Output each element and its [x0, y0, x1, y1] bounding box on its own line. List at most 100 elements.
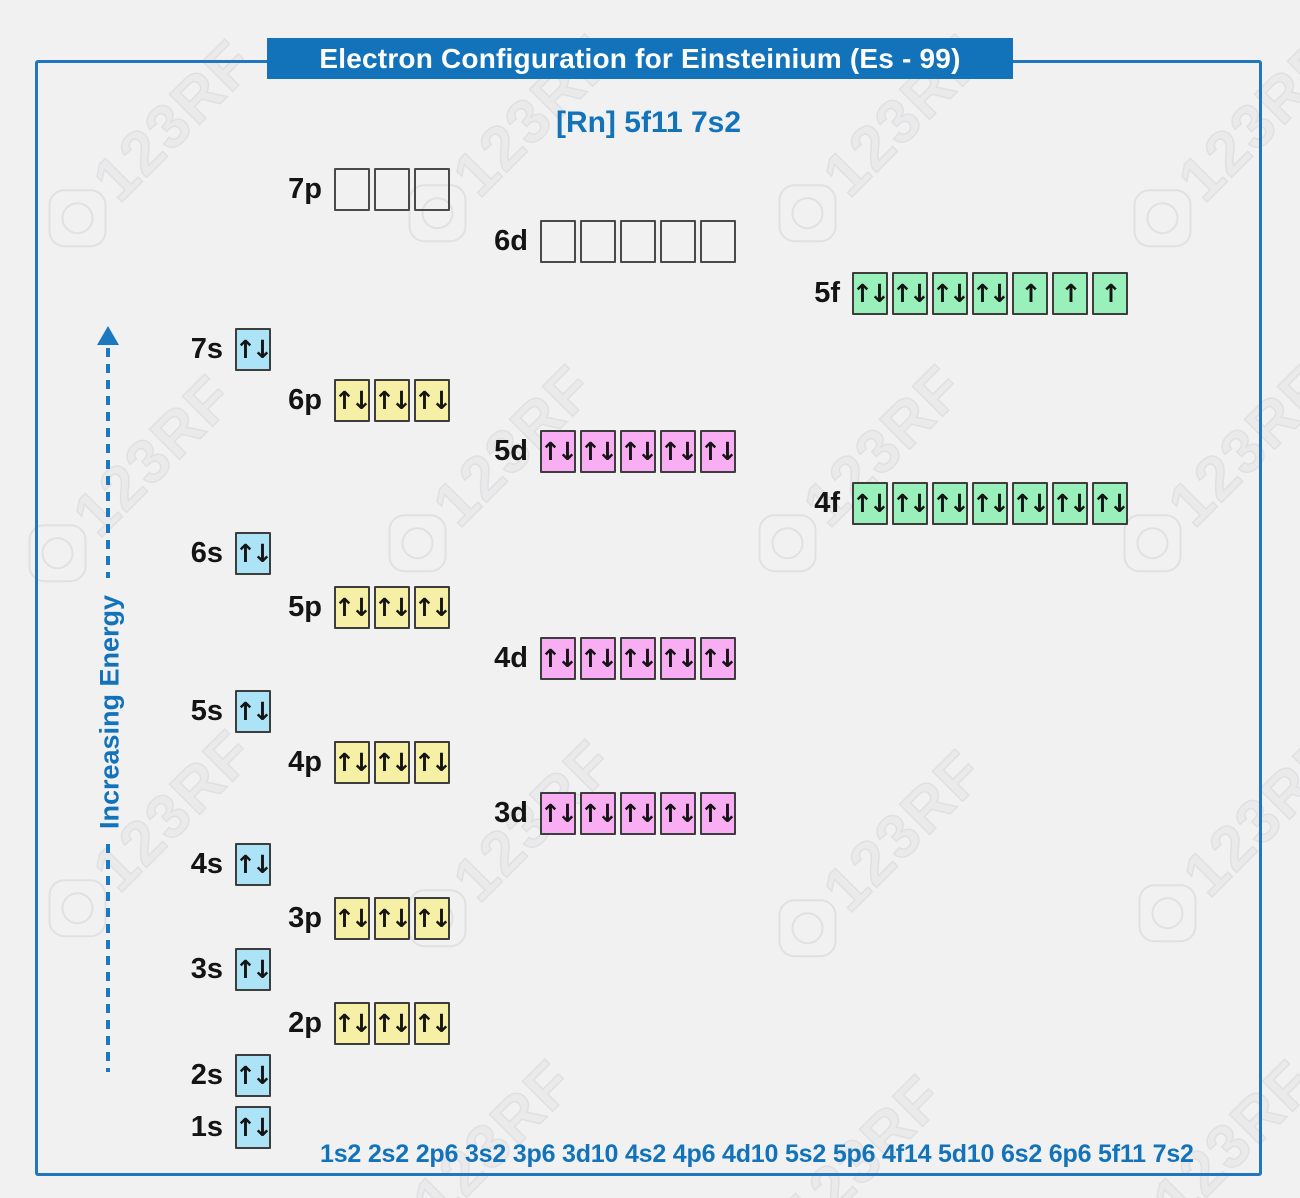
orbital-label-4s: 4s	[190, 848, 223, 880]
4f-orbital-box: ↑↓	[1012, 482, 1050, 525]
paired-electron-arrows-icon: ↑↓	[700, 644, 738, 673]
full-configuration-text: 1s2 2s2 2p6 3s2 3p6 3d10 4s2 4p6 4d10 5s…	[320, 1140, 1194, 1168]
5d-orbital-box: ↑↓	[700, 430, 738, 473]
orbital-label-3p: 3p	[288, 902, 322, 934]
orbital-row-2s: 2s ↑↓	[0, 1054, 1300, 1097]
orbital-row-5d: 5d ↑↓ ↑↓ ↑↓ ↑↓ ↑↓	[0, 430, 1300, 473]
paired-electron-arrows-icon: ↑↓	[620, 644, 658, 673]
7s-orbital-box: ↑↓	[235, 328, 273, 371]
paired-electron-arrows-icon: ↑↓	[660, 799, 698, 828]
paired-electron-arrows-icon: ↑↓	[414, 386, 452, 415]
paired-electron-arrows-icon: ↑↓	[892, 279, 930, 308]
7p-orbital-box-empty	[374, 168, 410, 211]
paired-electron-arrows-icon: ↑↓	[700, 799, 738, 828]
3p-orbital-box: ↑↓	[374, 897, 412, 940]
orbital-label-3d: 3d	[494, 797, 528, 829]
paired-electron-arrows-icon: ↑↓	[932, 489, 970, 518]
4p-orbital-box: ↑↓	[374, 741, 412, 784]
paired-electron-arrows-icon: ↑↓	[620, 437, 658, 466]
orbital-row-1s: 1s ↑↓	[0, 1106, 1300, 1149]
orbital-row-5p: 5p ↑↓ ↑↓ ↑↓	[0, 586, 1300, 629]
orbital-row-5f: 5f ↑↓ ↑↓ ↑↓ ↑↓ ↑ ↑ ↑	[0, 272, 1300, 315]
2s-orbital-box: ↑↓	[235, 1054, 273, 1097]
paired-electron-arrows-icon: ↑↓	[972, 489, 1010, 518]
orbital-row-6s: 6s ↑↓	[0, 532, 1300, 575]
paired-electron-arrows-icon: ↑↓	[235, 539, 273, 568]
paired-electron-arrows-icon: ↑↓	[374, 1009, 412, 1038]
orbital-label-3s: 3s	[190, 953, 223, 985]
orbital-label-4f: 4f	[814, 487, 840, 519]
4d-orbital-box: ↑↓	[620, 637, 658, 680]
5d-orbital-box: ↑↓	[580, 430, 618, 473]
orbital-row-4p: 4p ↑↓ ↑↓ ↑↓	[0, 741, 1300, 784]
3p-orbital-box: ↑↓	[334, 897, 372, 940]
orbital-row-3p: 3p ↑↓ ↑↓ ↑↓	[0, 897, 1300, 940]
3d-orbital-box: ↑↓	[660, 792, 698, 835]
6p-boxes: ↑↓ ↑↓ ↑↓	[334, 379, 452, 422]
orbital-label-7s: 7s	[190, 333, 223, 365]
5f-orbital-box: ↑↓	[932, 272, 970, 315]
4d-orbital-box: ↑↓	[580, 637, 618, 680]
orbital-row-3d: 3d ↑↓ ↑↓ ↑↓ ↑↓ ↑↓	[0, 792, 1300, 835]
3s-orbital-box: ↑↓	[235, 948, 273, 991]
orbital-row-7p: 7p	[0, 168, 1300, 211]
orbital-row-4s: 4s ↑↓	[0, 843, 1300, 886]
orbital-label-6s: 6s	[190, 537, 223, 569]
paired-electron-arrows-icon: ↑↓	[334, 904, 372, 933]
3d-orbital-box: ↑↓	[580, 792, 618, 835]
paired-electron-arrows-icon: ↑↓	[580, 799, 618, 828]
3p-orbital-box: ↑↓	[414, 897, 452, 940]
5f-orbital-box: ↑↓	[852, 272, 890, 315]
paired-electron-arrows-icon: ↑↓	[334, 1009, 372, 1038]
5f-orbital-box: ↑	[1012, 272, 1048, 315]
3d-boxes: ↑↓ ↑↓ ↑↓ ↑↓ ↑↓	[540, 792, 738, 835]
5p-orbital-box: ↑↓	[374, 586, 412, 629]
paired-electron-arrows-icon: ↑↓	[235, 955, 273, 984]
orbital-label-5d: 5d	[494, 435, 528, 467]
orbital-row-3s: 3s ↑↓	[0, 948, 1300, 991]
orbital-row-6p: 6p ↑↓ ↑↓ ↑↓	[0, 379, 1300, 422]
4f-orbital-box: ↑↓	[932, 482, 970, 525]
orbital-label-2p: 2p	[288, 1007, 322, 1039]
1s-orbital-box: ↑↓	[235, 1106, 273, 1149]
paired-electron-arrows-icon: ↑↓	[660, 437, 698, 466]
6d-orbital-box-empty	[580, 220, 616, 263]
orbital-row-4d: 4d ↑↓ ↑↓ ↑↓ ↑↓ ↑↓	[0, 637, 1300, 680]
paired-electron-arrows-icon: ↑↓	[414, 904, 452, 933]
7p-orbital-box-empty	[414, 168, 450, 211]
energy-axis-dashed-line-lower	[106, 844, 110, 1072]
5d-orbital-box: ↑↓	[540, 430, 578, 473]
paired-electron-arrows-icon: ↑↓	[334, 748, 372, 777]
5f-orbital-box: ↑↓	[892, 272, 930, 315]
paired-electron-arrows-icon: ↑↓	[540, 644, 578, 673]
6p-orbital-box: ↑↓	[334, 379, 372, 422]
paired-electron-arrows-icon: ↑↓	[700, 437, 738, 466]
single-electron-arrow-icon: ↑	[1100, 279, 1122, 308]
4d-orbital-box: ↑↓	[540, 637, 578, 680]
5f-orbital-box: ↑↓	[972, 272, 1010, 315]
paired-electron-arrows-icon: ↑↓	[235, 850, 273, 879]
6p-orbital-box: ↑↓	[414, 379, 452, 422]
orbital-row-4f: 4f ↑↓ ↑↓ ↑↓ ↑↓ ↑↓ ↑↓ ↑↓	[0, 482, 1300, 525]
4f-orbital-box: ↑↓	[1052, 482, 1090, 525]
2p-boxes: ↑↓ ↑↓ ↑↓	[334, 1002, 452, 1045]
5s-boxes: ↑↓	[235, 690, 273, 733]
paired-electron-arrows-icon: ↑↓	[374, 904, 412, 933]
4s-orbital-box: ↑↓	[235, 843, 273, 886]
6d-orbital-box-empty	[540, 220, 576, 263]
paired-electron-arrows-icon: ↑↓	[374, 386, 412, 415]
orbital-label-4d: 4d	[494, 642, 528, 674]
5p-boxes: ↑↓ ↑↓ ↑↓	[334, 586, 452, 629]
6p-orbital-box: ↑↓	[374, 379, 412, 422]
6d-orbital-box-empty	[620, 220, 656, 263]
5d-orbital-box: ↑↓	[620, 430, 658, 473]
orbital-label-2s: 2s	[190, 1059, 223, 1091]
4d-orbital-box: ↑↓	[660, 637, 698, 680]
6d-orbital-box-empty	[700, 220, 736, 263]
orbital-row-5s: 5s ↑↓	[0, 690, 1300, 733]
paired-electron-arrows-icon: ↑↓	[414, 748, 452, 777]
3s-boxes: ↑↓	[235, 948, 273, 991]
4f-orbital-box: ↑↓	[892, 482, 930, 525]
